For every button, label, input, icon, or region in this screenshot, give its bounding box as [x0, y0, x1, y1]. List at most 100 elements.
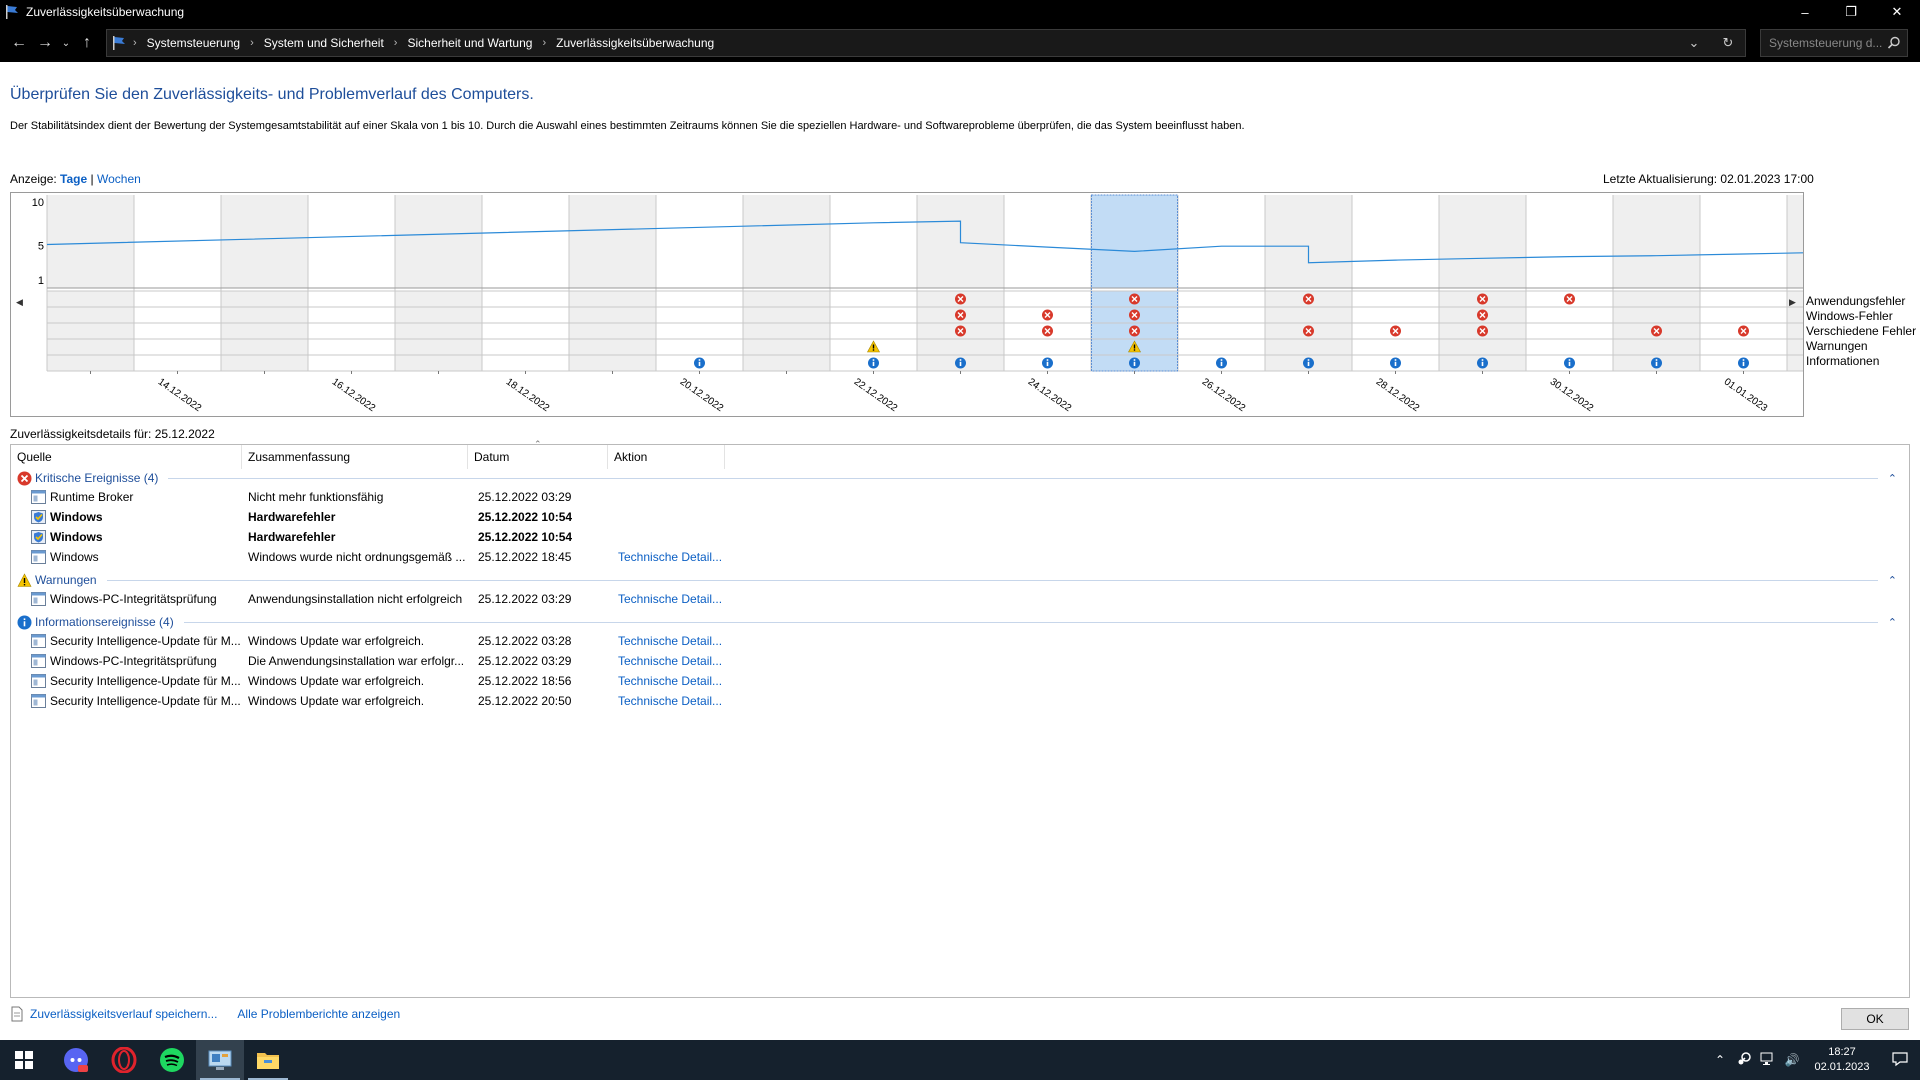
maximize-button[interactable]: ❐ [1845, 4, 1857, 19]
table-row[interactable]: Windows Windows wurde nicht ordnungsgemäß… [11, 547, 1901, 567]
save-history-link[interactable]: Zuverlässigkeitsverlauf speichern... [30, 1007, 218, 1021]
table-row[interactable]: Windows Hardwarefehler 25.12.2022 10:54 [11, 507, 1901, 527]
column-header-quelle[interactable]: Quelle [11, 445, 242, 469]
table-row[interactable]: Security Intelligence-Update für M... Win… [11, 631, 1901, 651]
opera-icon[interactable] [100, 1040, 148, 1080]
table-row[interactable]: Windows-PC-Integritätsprüfung Anwendungsi… [11, 589, 1901, 609]
recent-dropdown-icon[interactable]: ⌄ [61, 37, 71, 49]
chart-warning-marker-dot [1133, 349, 1136, 351]
collapse-chevron-icon[interactable]: ⌃ [1887, 574, 1897, 587]
system-tray: ⌃ 🔊 18:27 02.01.2023 [1708, 1040, 1920, 1080]
close-button[interactable]: ✕ [1891, 4, 1903, 19]
windows-start-icon[interactable] [0, 1040, 48, 1080]
column-header-datum[interactable]: Datum ⌃ [468, 439, 608, 469]
discord-icon[interactable] [52, 1040, 100, 1080]
reliability-flag-icon [6, 5, 18, 19]
ok-button[interactable]: OK [1841, 1008, 1909, 1030]
all-problem-reports-link[interactable]: Alle Problemberichte anzeigen [237, 1007, 401, 1021]
column-zusammenfassung-label: Zusammenfassung [248, 450, 351, 464]
notification-icon[interactable] [1880, 1051, 1920, 1070]
view-weeks-link[interactable]: Wochen [96, 172, 141, 186]
document-icon [11, 1006, 23, 1022]
chart-scroll-right-icon[interactable]: ▶ [1789, 297, 1796, 307]
table-row[interactable]: Windows Hardwarefehler 25.12.2022 10:54 [11, 527, 1901, 547]
row-summary: Hardwarefehler [248, 530, 336, 544]
chart-day-column [1178, 195, 1265, 288]
address-bar[interactable]: › Systemsteuerung › System und Sicherhei… [106, 29, 1746, 57]
group-header[interactable]: Informationsereignisse (4) ⌃ [17, 613, 1901, 631]
refresh-icon[interactable]: ↻ [1722, 35, 1734, 50]
group-header[interactable]: Warnungen ⌃ [17, 571, 1901, 589]
details-list: Quelle Zusammenfassung Datum ⌃ Aktion Kri… [10, 439, 1910, 998]
file-explorer-icon[interactable] [244, 1040, 292, 1080]
info-icon [17, 615, 32, 630]
chart-info-marker-bar [872, 361, 875, 366]
back-arrow-icon[interactable]: ← [11, 34, 27, 51]
chart-day-column [656, 195, 743, 288]
app-icon [31, 634, 46, 648]
chart-info-marker-bar [1568, 361, 1571, 366]
row-summary: Windows Update war erfolgreich. [248, 634, 425, 648]
chart-error-marker-cross [957, 296, 964, 302]
row-source: Security Intelligence-Update für M... [50, 674, 240, 688]
up-arrow-icon[interactable]: ↑ [83, 34, 91, 51]
chevron-up-icon[interactable]: ⌃ [1714, 1053, 1726, 1067]
view-label: Anzeige: [10, 172, 57, 186]
row-summary: Windows Update war erfolgreich. [248, 694, 425, 708]
chart-x-tick-label: 26.12.2022 [1200, 376, 1248, 414]
technical-details-link[interactable]: Technische Detail... [618, 550, 723, 564]
chart-day-column [221, 195, 308, 288]
steam-icon[interactable] [1732, 1051, 1756, 1070]
group-header[interactable]: Kritische Ereignisse (4) ⌃ [17, 469, 1901, 487]
clock[interactable]: 18:27 02.01.2023 [1804, 1045, 1880, 1075]
technical-details-link[interactable]: Technische Detail... [618, 674, 723, 688]
address-dropdown-icon[interactable]: ⌄ [1688, 35, 1700, 50]
clock-date: 02.01.2023 [1814, 1061, 1870, 1073]
breadcrumb-sicherheit-und-wartung[interactable]: Sicherheit und Wartung [407, 36, 533, 50]
breadcrumb-system-und-sicherheit[interactable]: System und Sicherheit [263, 36, 384, 50]
collapse-chevron-icon[interactable]: ⌃ [1887, 472, 1897, 485]
search-input[interactable]: Systemsteuerung d... [1760, 29, 1908, 57]
column-header-aktion[interactable]: Aktion [608, 445, 725, 469]
row-summary: Anwendungsinstallation nicht erfolgreich [248, 592, 463, 606]
chart-day-event-column [47, 291, 134, 371]
collapse-chevron-icon[interactable]: ⌃ [1887, 616, 1897, 629]
network-icon[interactable] [1756, 1052, 1780, 1069]
breadcrumb-zuverlaessigkeit[interactable]: Zuverlässigkeitsüberwachung [556, 36, 715, 50]
volume-icon[interactable]: 🔊 [1784, 1053, 1800, 1067]
breadcrumb-systemsteuerung[interactable]: Systemsteuerung [146, 36, 241, 50]
table-row[interactable]: Security Intelligence-Update für M... Win… [11, 671, 1901, 691]
chart-info-marker-dot [1742, 359, 1745, 361]
table-row[interactable]: Windows-PC-Integritätsprüfung Die Anwendu… [11, 651, 1901, 671]
search-icon[interactable] [1887, 36, 1901, 50]
chart-info-marker-bar [1481, 361, 1484, 366]
table-row[interactable]: Runtime Broker Nicht mehr funktionsfähig 2… [11, 487, 1901, 507]
forward-arrow-icon[interactable]: → [37, 34, 53, 51]
breadcrumb-separator-icon: › [133, 37, 137, 49]
spotify-icon[interactable] [148, 1040, 196, 1080]
chart-error-marker-cross [1305, 328, 1312, 334]
row-summary: Hardwarefehler [248, 510, 336, 524]
app-icon [31, 654, 46, 668]
stability-chart[interactable]: 10 5 1 14.12.2022 16.12.2022 18.12.2022 20.12.… [10, 192, 1875, 417]
technical-details-link[interactable]: Technische Detail... [618, 634, 723, 648]
column-header-zusammenfassung[interactable]: Zusammenfassung [242, 445, 468, 469]
error-icon [17, 471, 32, 486]
technical-details-link[interactable]: Technische Detail... [618, 694, 723, 708]
technical-details-link[interactable]: Technische Detail... [618, 592, 723, 606]
chart-x-tick-label: 28.12.2022 [1374, 376, 1422, 414]
chart-warning-marker-bang [872, 344, 875, 349]
view-days-link[interactable]: Tage [60, 172, 88, 186]
chart-scroll-left-icon[interactable]: ◀ [16, 297, 23, 307]
minimize-button[interactable]: – [1801, 4, 1809, 20]
chart-error-marker-cross [1566, 296, 1573, 302]
table-row[interactable]: Security Intelligence-Update für M... Win… [11, 691, 1901, 711]
chart-error-marker-cross [1131, 312, 1138, 318]
chart-info-marker-dot [1133, 359, 1136, 361]
app-icon [31, 490, 46, 504]
chart-error-marker-cross [1305, 296, 1312, 302]
chart-day-event-column [134, 291, 221, 371]
technical-details-link[interactable]: Technische Detail... [618, 654, 723, 668]
control-panel-icon[interactable] [196, 1040, 244, 1080]
chart-day-column [482, 195, 569, 288]
